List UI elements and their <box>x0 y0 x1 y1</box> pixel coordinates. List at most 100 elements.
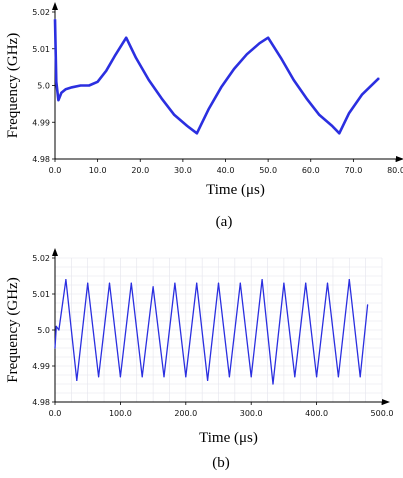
data-point <box>135 57 137 59</box>
y-axis-arrow <box>52 248 58 256</box>
y-tick-label: 4.98 <box>32 155 50 164</box>
data-point <box>331 125 333 127</box>
data-point <box>80 84 82 87</box>
y-tick-label: 5.02 <box>32 8 50 17</box>
x-axis-arrow <box>396 156 403 162</box>
data-point <box>196 132 198 134</box>
data-point <box>361 94 363 96</box>
data-point <box>246 53 248 55</box>
data-point <box>359 376 361 378</box>
data-point <box>207 379 209 381</box>
data-point <box>305 282 307 284</box>
panel-a: 0.0 10.0 20.0 30.0 40.0 50.0 60.0 70.0 80.0 4.98 4… <box>5 2 403 230</box>
data-point <box>228 376 230 378</box>
data-point <box>58 329 60 331</box>
data-point <box>185 376 187 378</box>
series-0 <box>54 278 369 385</box>
data-point <box>267 37 269 39</box>
series-line <box>53 19 380 135</box>
data-point <box>55 81 57 83</box>
data-point <box>337 376 339 378</box>
data-point <box>318 114 320 116</box>
series-line <box>54 278 369 385</box>
data-point <box>88 84 90 87</box>
y-tick-label: 5.02 <box>32 254 50 263</box>
x-axis-label: Time (μs) <box>206 182 265 198</box>
x-tick-label: 500.0 <box>371 409 394 418</box>
y-tick-label: 5.01 <box>32 45 50 54</box>
data-point <box>174 282 176 284</box>
series-0 <box>53 18 380 135</box>
data-point <box>161 97 163 99</box>
data-point <box>71 86 73 88</box>
data-point <box>57 99 60 101</box>
data-point <box>280 57 282 59</box>
data-point <box>148 79 150 81</box>
data-point <box>305 97 308 99</box>
data-point <box>119 376 121 378</box>
x-tick-label: 30.0 <box>174 166 192 175</box>
y-tick-label: 5.0 <box>37 82 50 91</box>
panel-caption: (b) <box>212 455 230 471</box>
data-point <box>338 132 340 134</box>
x-tick-label: 40.0 <box>217 166 235 175</box>
x-tick-label: 400.0 <box>305 409 328 418</box>
x-tick-label: 100.0 <box>109 409 132 418</box>
data-point <box>108 282 111 284</box>
data-point <box>259 42 261 44</box>
y-tick-label: 4.99 <box>32 118 50 127</box>
data-point <box>239 282 241 284</box>
data-point <box>250 376 252 378</box>
data-point <box>163 376 165 378</box>
data-point <box>186 125 188 127</box>
data-point <box>55 325 57 327</box>
data-point <box>367 304 369 306</box>
data-point <box>97 81 99 83</box>
x-tick-label: 0.0 <box>49 166 62 175</box>
data-point <box>272 383 274 385</box>
data-point <box>378 77 380 79</box>
data-point <box>76 379 78 381</box>
data-point <box>130 282 132 284</box>
x-tick-label: 20.0 <box>131 166 149 175</box>
data-point <box>152 286 154 288</box>
y-tick-label: 4.99 <box>32 362 50 371</box>
data-point <box>65 279 67 281</box>
data-point <box>54 18 56 20</box>
x-tick-label: 10.0 <box>89 166 107 175</box>
data-point <box>125 37 127 39</box>
x-tick-label: 300.0 <box>240 409 263 418</box>
data-point <box>141 376 143 378</box>
y-tick-label: 5.0 <box>37 326 50 335</box>
data-point <box>54 347 56 349</box>
data-point <box>114 55 116 57</box>
x-tick-label: 50.0 <box>259 166 277 175</box>
data-point <box>196 282 198 284</box>
data-point <box>60 92 63 94</box>
panel-caption: (a) <box>216 214 233 230</box>
x-tick-label: 80.0 <box>387 166 403 175</box>
data-point <box>65 88 67 90</box>
data-point <box>316 376 318 378</box>
panel-b: 0.0 100.0 200.0 300.0 400.0 500.0 4.98 4.99 5.0 5… <box>5 248 393 471</box>
data-point <box>220 86 222 88</box>
y-tick-label: 4.98 <box>32 398 50 407</box>
data-point <box>348 112 350 114</box>
data-point <box>173 114 175 116</box>
data-point <box>326 282 329 284</box>
data-point <box>261 279 263 281</box>
x-axis-arrow <box>382 399 390 405</box>
data-point <box>105 70 107 72</box>
y-axis-arrow <box>52 2 58 10</box>
data-point <box>348 279 350 281</box>
data-point <box>283 282 285 284</box>
x-tick-label: 0.0 <box>49 409 62 418</box>
y-axis-label: Frequency (GHz) <box>5 277 21 382</box>
data-point <box>98 376 100 378</box>
data-point <box>293 79 295 81</box>
data-point <box>207 108 210 110</box>
y-axis-label: Frequency (GHz) <box>5 33 21 138</box>
data-point <box>233 68 235 70</box>
x-tick-label: 200.0 <box>174 409 197 418</box>
